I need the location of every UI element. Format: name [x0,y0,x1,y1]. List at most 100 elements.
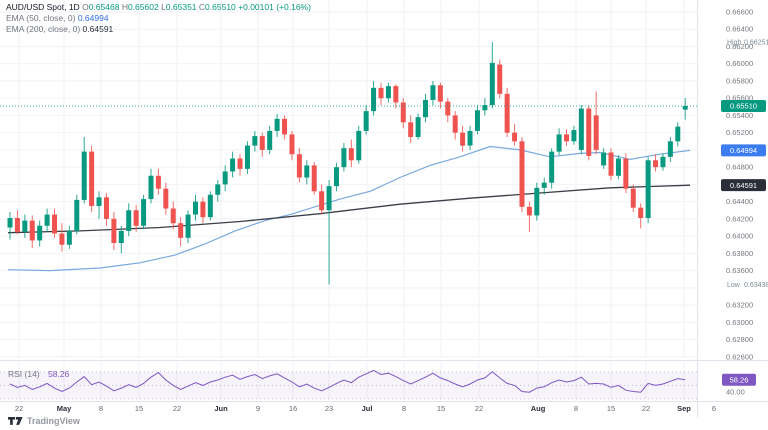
candle[interactable] [296,148,302,183]
candle[interactable] [356,125,362,164]
candle[interactable] [207,191,213,221]
candle[interactable] [29,215,35,249]
candle[interactable] [415,113,421,140]
candle[interactable] [608,148,614,181]
candle[interactable] [170,201,176,230]
candle[interactable] [638,203,644,229]
candle[interactable] [222,165,228,192]
candle[interactable] [193,194,198,221]
candle[interactable] [549,148,555,189]
candle[interactable] [267,125,273,155]
candle[interactable] [578,105,584,155]
candle[interactable] [371,80,377,116]
candle[interactable] [89,145,95,212]
candle[interactable] [645,156,651,224]
time-axis[interactable] [0,401,768,417]
candle[interactable] [59,223,65,252]
candle[interactable] [259,132,265,157]
legend-ema50-row[interactable]: EMA (50, close, 0) 0.64994 [6,13,311,24]
candle[interactable] [512,124,518,146]
candle[interactable] [348,139,354,168]
candle[interactable] [630,184,636,212]
candle[interactable] [319,184,325,215]
candle[interactable] [252,130,258,152]
candle[interactable] [304,160,310,185]
candle[interactable] [289,130,295,161]
candle[interactable] [675,122,681,147]
candle[interactable] [126,203,132,237]
candle[interactable] [504,87,510,137]
candle[interactable] [230,151,236,178]
legend-symbol-row[interactable]: AUD/USD Spot, 1D O0.65468 H0.65602 L0.65… [6,2,311,13]
candle[interactable] [274,113,280,137]
candle[interactable] [378,82,384,106]
candle[interactable] [556,128,562,156]
candle[interactable] [526,201,532,232]
candle[interactable] [682,98,688,120]
candle[interactable] [148,168,154,204]
candle[interactable] [601,148,607,169]
candle[interactable] [141,194,147,230]
candle[interactable] [489,42,495,109]
candle[interactable] [653,154,659,172]
candle[interactable] [341,143,347,172]
candle[interactable] [615,155,621,180]
candle[interactable] [74,194,80,235]
candle[interactable] [103,193,109,226]
tradingview-watermark[interactable]: TradingView [8,414,80,427]
candle[interactable] [430,80,436,106]
price-axis[interactable] [697,0,768,401]
candle[interactable] [519,136,525,212]
candle[interactable] [393,84,399,109]
candle-body [512,132,518,142]
candle[interactable] [445,98,451,123]
candle[interactable] [474,105,480,135]
candle[interactable] [244,141,250,175]
candle[interactable] [37,220,43,247]
candle[interactable] [52,208,58,238]
candle[interactable] [178,217,184,247]
candle[interactable] [215,180,221,202]
candle[interactable] [482,98,488,116]
candle[interactable] [118,225,124,254]
candle[interactable] [111,211,117,250]
candle[interactable] [497,59,503,99]
candle[interactable] [311,161,317,195]
candle[interactable] [452,111,458,140]
candle[interactable] [237,154,243,176]
candle[interactable] [460,125,466,152]
candle[interactable] [541,177,547,195]
candle[interactable] [81,136,87,204]
candle[interactable] [423,93,429,123]
candle[interactable] [333,162,339,192]
candle[interactable] [96,191,102,219]
candle[interactable] [667,136,673,162]
candle[interactable] [326,180,332,285]
candle[interactable] [571,125,577,145]
legend-ema200-row[interactable]: EMA (200, close, 0) 0.64591 [6,24,311,35]
candle[interactable] [623,153,629,194]
candle[interactable] [7,211,13,240]
candle[interactable] [163,182,169,215]
candle[interactable] [467,125,473,150]
candle[interactable] [14,210,20,235]
candle[interactable] [564,129,569,146]
candle[interactable] [437,82,443,109]
candle[interactable] [660,153,666,171]
candle[interactable] [200,197,206,224]
candle[interactable] [66,225,72,250]
candle[interactable] [22,214,28,238]
candle[interactable] [593,91,599,155]
candle[interactable] [408,115,414,144]
candle[interactable] [155,168,161,195]
candle[interactable] [586,105,592,161]
candle[interactable] [282,115,288,140]
candle[interactable] [185,210,191,244]
candle[interactable] [133,205,139,232]
candle[interactable] [534,182,540,221]
candle[interactable] [400,98,406,129]
candle[interactable] [44,208,50,232]
candle[interactable] [385,82,391,103]
candle[interactable] [363,105,369,135]
